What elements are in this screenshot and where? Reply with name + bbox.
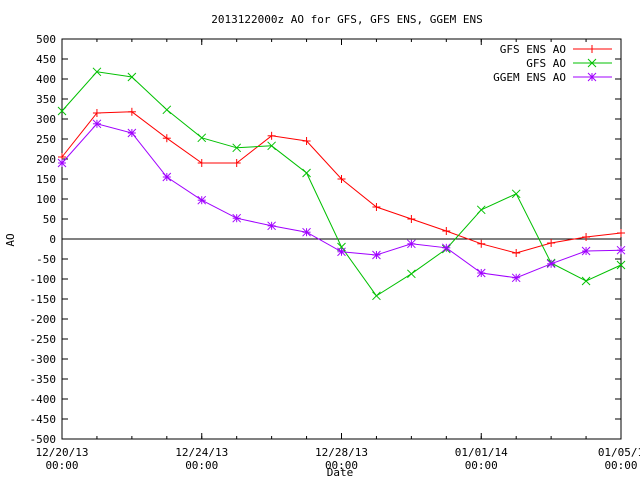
x-tick-label: 00:00 (604, 459, 637, 472)
axis-ticks: 500450400350300250200150100500-50-100-15… (30, 33, 640, 472)
data-point-gfs-ens-ao (477, 239, 486, 248)
y-tick-label: 500 (36, 33, 56, 46)
x-tick-label: 12/20/13 (36, 446, 89, 459)
legend-marker-gfs-ens-ao (588, 45, 596, 53)
y-tick-label: -150 (30, 293, 57, 306)
series-line-gfs-ao (61, 71, 622, 297)
y-tick-label: 100 (36, 193, 56, 206)
y-tick-label: -100 (30, 273, 57, 286)
data-point-gfs-ens-ao (127, 107, 136, 116)
data-point-gfs-ao (616, 260, 626, 270)
data-point-gfs-ao (372, 291, 381, 301)
data-point-ggem-ens-ao (546, 259, 556, 269)
y-tick-label: 200 (36, 153, 56, 166)
y-tick-label: 350 (36, 93, 56, 106)
data-point-gfs-ens-ao (197, 159, 206, 167)
legend-label-ggem-ens-ao: GGEM ENS AO (493, 71, 566, 84)
series-lines (57, 67, 626, 301)
y-tick-label: -400 (30, 393, 57, 406)
data-point-gfs-ens-ao (302, 137, 311, 145)
data-point-ggem-ens-ao (232, 213, 242, 223)
x-axis-label: Date (327, 466, 354, 479)
data-point-gfs-ao (302, 168, 311, 178)
legend-marker-gfs-ao (587, 58, 597, 68)
data-point-gfs-ao (232, 143, 242, 153)
y-tick-label: 0 (49, 233, 56, 246)
data-point-ggem-ens-ao (616, 245, 626, 255)
data-point-ggem-ens-ao (407, 239, 416, 249)
data-point-ggem-ens-ao (127, 128, 137, 138)
x-tick-label: 00:00 (325, 459, 358, 472)
data-point-ggem-ens-ao (511, 273, 521, 283)
data-point-ggem-ens-ao (197, 195, 207, 205)
data-point-gfs-ens-ao (442, 227, 451, 235)
x-tick-label: 12/24/13 (175, 446, 228, 459)
data-point-gfs-ens-ao (547, 239, 556, 247)
data-point-gfs-ao (511, 189, 521, 199)
y-tick-label: 150 (36, 173, 56, 186)
y-tick-label: -50 (36, 253, 56, 266)
legend-label-gfs-ens-ao: GFS ENS AO (500, 43, 566, 56)
data-point-gfs-ens-ao (372, 203, 381, 211)
data-point-gfs-ens-ao (407, 215, 416, 223)
data-point-gfs-ens-ao (162, 134, 171, 143)
data-point-gfs-ens-ao (512, 249, 521, 257)
y-tick-label: 250 (36, 133, 56, 146)
y-tick-label: 300 (36, 113, 56, 126)
x-tick-label: 00:00 (465, 459, 498, 472)
y-tick-label: -250 (30, 333, 57, 346)
x-tick-label: 00:00 (45, 459, 78, 472)
data-point-gfs-ens-ao (617, 229, 625, 237)
data-point-gfs-ens-ao (92, 109, 101, 117)
data-point-gfs-ao (162, 105, 172, 115)
data-point-gfs-ens-ao (337, 175, 346, 183)
data-point-gfs-ao (197, 133, 207, 143)
data-point-gfs-ens-ao (232, 159, 241, 167)
y-tick-label: -200 (30, 313, 57, 326)
data-point-ggem-ens-ao (57, 158, 67, 168)
chart-title: 2013122000z AO for GFS, GFS ENS, GGEM EN… (211, 13, 483, 26)
data-point-gfs-ao (92, 67, 102, 77)
x-tick-label: 01/05/1 (598, 446, 640, 459)
data-point-gfs-ens-ao (582, 233, 591, 241)
data-point-gfs-ao (57, 106, 67, 116)
y-tick-label: -300 (30, 353, 57, 366)
plot-frame (61, 38, 622, 440)
data-point-ggem-ens-ao (337, 247, 346, 257)
y-tick-label: -350 (30, 373, 57, 386)
data-point-ggem-ens-ao (441, 243, 451, 253)
data-point-ggem-ens-ao (162, 172, 172, 182)
y-tick-label: 400 (36, 73, 56, 86)
y-tick-label: -450 (30, 413, 57, 426)
data-point-ggem-ens-ao (92, 119, 102, 129)
data-point-ggem-ens-ao (581, 246, 591, 256)
data-point-ggem-ens-ao (267, 221, 276, 231)
data-point-ggem-ens-ao (302, 227, 311, 237)
x-tick-label: 00:00 (185, 459, 218, 472)
data-point-gfs-ao (267, 141, 276, 151)
data-point-gfs-ao (127, 72, 137, 82)
y-tick-label: 450 (36, 53, 56, 66)
data-point-ggem-ens-ao (372, 250, 381, 260)
legend-label-gfs-ao: GFS AO (526, 57, 566, 70)
x-tick-label: 01/01/14 (455, 446, 508, 459)
y-tick-label: 50 (43, 213, 56, 226)
data-point-gfs-ao (476, 205, 486, 215)
y-axis-label: AO (4, 233, 17, 246)
legend-marker-ggem-ens-ao (587, 72, 597, 82)
data-point-gfs-ao (581, 276, 591, 286)
data-point-gfs-ens-ao (267, 131, 276, 140)
x-tick-label: 12/28/13 (315, 446, 368, 459)
data-point-gfs-ao (407, 269, 416, 279)
data-point-ggem-ens-ao (476, 268, 486, 278)
y-tick-label: -500 (30, 433, 57, 446)
